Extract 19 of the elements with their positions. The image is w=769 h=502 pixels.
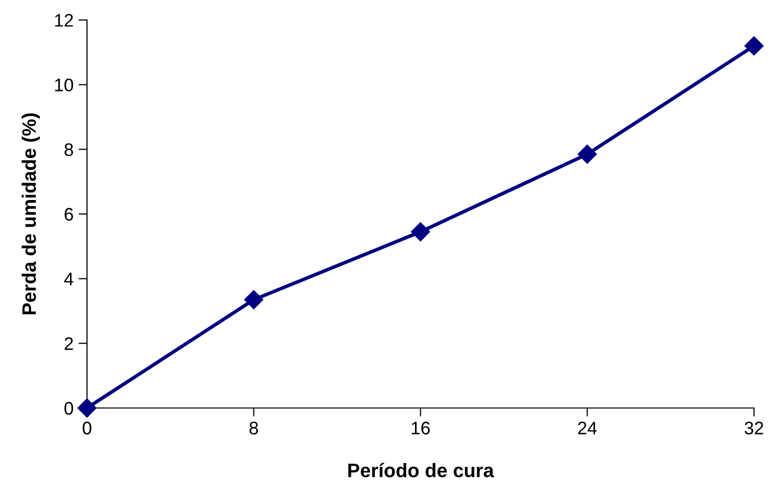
y-tick-label: 8	[64, 143, 74, 156]
point	[744, 36, 764, 56]
x-axis-title: Período de cura	[348, 462, 494, 478]
x-tick-label: 32	[744, 422, 764, 434]
y-axis-title: Perda de umidade (%)	[22, 113, 40, 314]
y-tick-label: 4	[64, 272, 74, 286]
y-tick-label: 0	[64, 402, 74, 415]
x-tick-label: 0	[82, 422, 92, 434]
y-tick-label: 10	[55, 78, 74, 92]
y-tick-label: 12	[55, 14, 73, 27]
x-tick-label: 24	[578, 422, 597, 434]
point	[77, 398, 97, 418]
point	[244, 290, 264, 310]
point	[578, 144, 597, 164]
y-tick-label: 6	[64, 208, 74, 221]
x-tick-label: 8	[250, 422, 258, 434]
x-tick-label: 16	[412, 422, 430, 434]
y-tick-label: 2	[64, 337, 73, 350]
point	[410, 222, 430, 242]
